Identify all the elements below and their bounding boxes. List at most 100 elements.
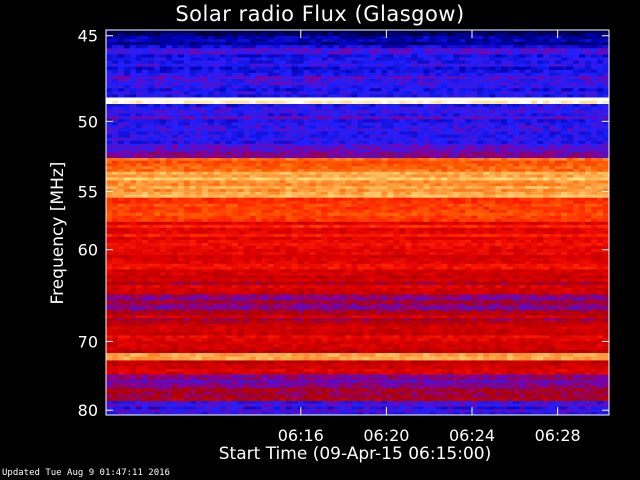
spectrogram-cell (399, 39, 406, 43)
spectrogram-cell (345, 66, 352, 71)
spectrogram-cell (135, 54, 143, 58)
spectrogram-cell (375, 42, 382, 46)
spectrogram-cell (537, 72, 544, 77)
spectrogram-cell (261, 72, 269, 77)
spectrogram-cell (597, 48, 604, 52)
spectrogram-cell (135, 75, 143, 80)
spectrogram-cell (495, 54, 502, 58)
spectrogram-cell (165, 97, 173, 102)
spectrogram-cell (603, 131, 610, 135)
spectrogram-cell (351, 36, 358, 40)
spectrogram-cell (213, 79, 221, 83)
spectrogram-cell (489, 143, 496, 148)
spectrogram-cell (561, 113, 568, 117)
spectrogram-cell (567, 30, 574, 34)
spectrogram-cell (315, 69, 322, 74)
spectrogram-cell (411, 177, 418, 181)
spectrogram-cell (267, 85, 275, 89)
spectrogram-cell (411, 39, 418, 43)
spectrogram-cell (591, 42, 598, 46)
spectrogram-cell (393, 140, 400, 145)
spectrogram-cell (399, 51, 406, 55)
spectrogram-cell (171, 174, 179, 178)
spectrogram-cell (207, 79, 215, 83)
spectrogram-cell (303, 75, 310, 80)
spectrogram-cell (561, 171, 568, 176)
spectrogram-cell (501, 180, 508, 184)
spectrogram-cell (579, 134, 586, 139)
spectrogram-cell (135, 197, 143, 202)
spectrogram-cell (285, 177, 293, 181)
spectrogram-cell (381, 66, 388, 71)
spectrogram-cell (315, 85, 322, 89)
spectrogram-cell (225, 54, 233, 58)
spectrogram-cell (225, 191, 233, 196)
spectrogram-cell (459, 186, 466, 190)
spectrogram-cell (339, 143, 346, 148)
spectrogram-cell (375, 48, 382, 52)
spectrogram-cell (225, 166, 233, 170)
spectrogram-cell (321, 85, 328, 89)
spectrogram-cell (585, 125, 592, 129)
spectrogram-cell (393, 104, 400, 108)
spectrogram-cell (381, 63, 388, 68)
spectrogram-cell (225, 45, 233, 49)
spectrogram-cell (561, 131, 568, 135)
spectrogram-cell (171, 163, 179, 167)
spectrogram-cell (261, 189, 269, 193)
spectrogram-cell (231, 97, 239, 102)
spectrogram-cell (435, 200, 442, 205)
spectrogram-cell (513, 137, 520, 142)
spectrogram-cell (591, 54, 598, 58)
spectrogram-cell (357, 194, 364, 199)
spectrogram-cell (303, 163, 310, 167)
spectrogram-cell (417, 57, 424, 61)
spectrogram-cell (195, 194, 203, 199)
spectrogram-cell (435, 163, 442, 167)
spectrogram-cell (591, 69, 598, 74)
spectrogram-cell (225, 158, 233, 162)
spectrogram-cell (477, 107, 484, 111)
spectrogram-cell (345, 171, 352, 176)
spectrogram-cell (567, 45, 574, 49)
spectrogram-cell (489, 69, 496, 74)
spectrogram-cell (165, 194, 173, 199)
spectrogram-cell (381, 82, 388, 86)
spectrogram-cell (117, 113, 125, 117)
spectrogram-cell (171, 155, 179, 159)
spectrogram-cell (183, 94, 191, 98)
spectrogram-cell (303, 191, 310, 196)
spectrogram-cell (291, 160, 299, 164)
spectrogram-cell (333, 200, 340, 205)
spectrogram-cell (201, 191, 209, 196)
spectrogram-cell (351, 69, 358, 74)
spectrogram-cell (291, 66, 299, 71)
spectrogram-cell (495, 177, 502, 181)
spectrogram-cell (543, 110, 550, 114)
spectrogram-cell (339, 177, 346, 181)
spectrogram-cell (327, 94, 334, 98)
spectrogram-cell (489, 66, 496, 71)
spectrogram-cell (231, 169, 239, 173)
spectrogram-cell (579, 125, 586, 129)
spectrogram-cell (501, 186, 508, 190)
spectrogram-cell (243, 194, 251, 199)
spectrogram-cell (291, 197, 299, 202)
spectrogram-cell (129, 72, 137, 77)
spectrogram-cell (153, 63, 161, 68)
spectrogram-cell (237, 158, 245, 162)
spectrogram-cell (249, 45, 257, 49)
spectrogram-cell (363, 116, 370, 120)
spectrogram-cell (243, 180, 251, 184)
spectrogram-cell (603, 197, 610, 202)
spectrogram-cell (567, 155, 574, 159)
spectrogram-cell (321, 169, 328, 173)
spectrogram-cell (453, 140, 460, 145)
spectrogram-cell (147, 75, 155, 80)
spectrogram-cell (591, 137, 598, 142)
spectrogram-cell (561, 160, 568, 164)
spectrogram-cell (435, 94, 442, 98)
spectrogram-cell (147, 97, 155, 102)
spectrogram-cell (579, 54, 586, 58)
spectrogram-cell (321, 149, 328, 153)
